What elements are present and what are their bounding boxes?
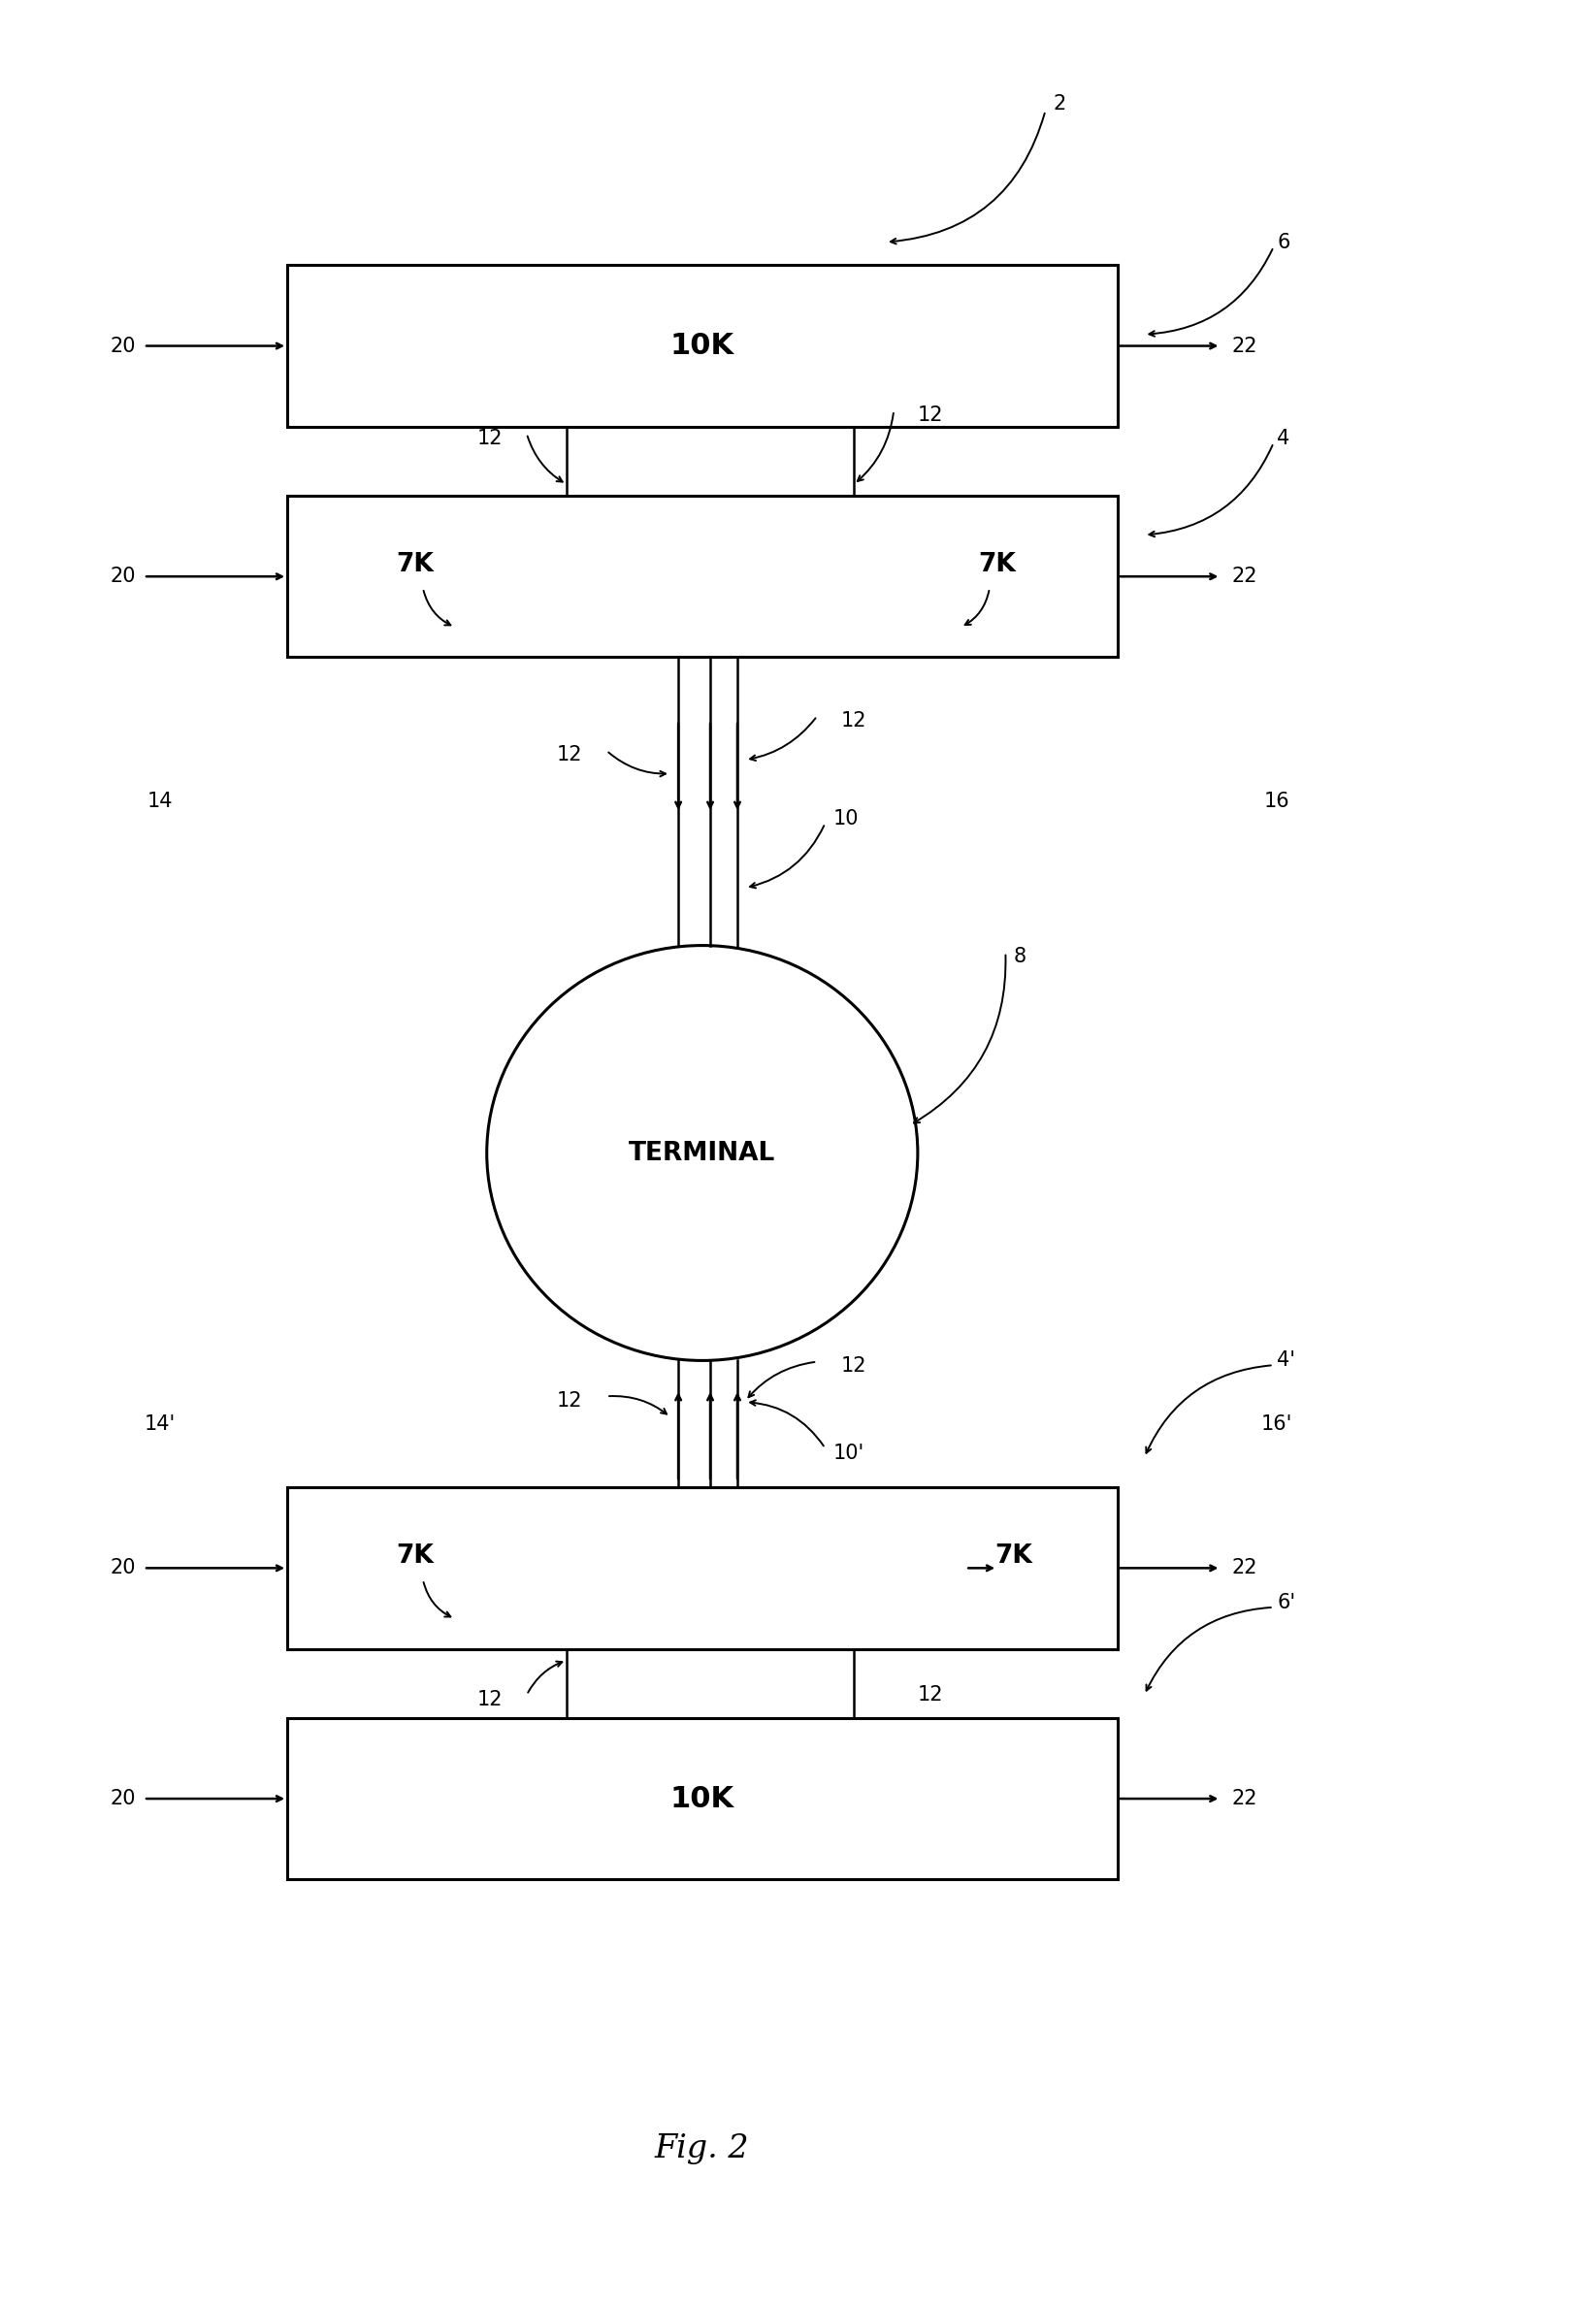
- Text: 4: 4: [1277, 429, 1290, 447]
- Text: 10: 10: [833, 809, 859, 828]
- Text: 22: 22: [1232, 567, 1258, 586]
- Text: 12: 12: [918, 1686, 943, 1704]
- Text: 20: 20: [110, 1789, 136, 1808]
- Text: 10': 10': [833, 1444, 865, 1462]
- Text: 12: 12: [557, 1391, 583, 1411]
- Text: 20: 20: [110, 1559, 136, 1577]
- Text: 12: 12: [557, 745, 583, 766]
- Text: 14': 14': [144, 1414, 176, 1434]
- Bar: [287, 496, 1117, 657]
- Text: Fig. 2: Fig. 2: [654, 2133, 750, 2165]
- Text: 4': 4': [1277, 1351, 1296, 1370]
- Bar: [287, 1487, 1117, 1649]
- Text: 16': 16': [1261, 1414, 1293, 1434]
- Text: 7K: 7K: [396, 1545, 434, 1568]
- Text: 12: 12: [918, 406, 943, 424]
- Text: 7K: 7K: [994, 1545, 1033, 1568]
- Text: 12: 12: [477, 429, 503, 447]
- Text: TERMINAL: TERMINAL: [629, 1141, 776, 1165]
- Text: 6': 6': [1277, 1593, 1296, 1612]
- Text: 12: 12: [477, 1690, 503, 1709]
- Text: 7K: 7K: [978, 553, 1017, 576]
- Bar: [287, 1718, 1117, 1879]
- Text: 22: 22: [1232, 337, 1258, 355]
- Text: 12: 12: [841, 710, 867, 731]
- Bar: [287, 265, 1117, 427]
- Text: 2: 2: [1053, 95, 1066, 113]
- Text: 8: 8: [1013, 948, 1026, 966]
- Text: 10K: 10K: [670, 1785, 734, 1813]
- Text: 22: 22: [1232, 1789, 1258, 1808]
- Text: 10K: 10K: [670, 332, 734, 360]
- Text: 6: 6: [1277, 233, 1290, 251]
- Text: 16: 16: [1264, 791, 1290, 812]
- Text: 7K: 7K: [396, 553, 434, 576]
- Text: 20: 20: [110, 567, 136, 586]
- Text: 20: 20: [110, 337, 136, 355]
- Text: 22: 22: [1232, 1559, 1258, 1577]
- Text: 14: 14: [147, 791, 172, 812]
- Text: 12: 12: [841, 1356, 867, 1377]
